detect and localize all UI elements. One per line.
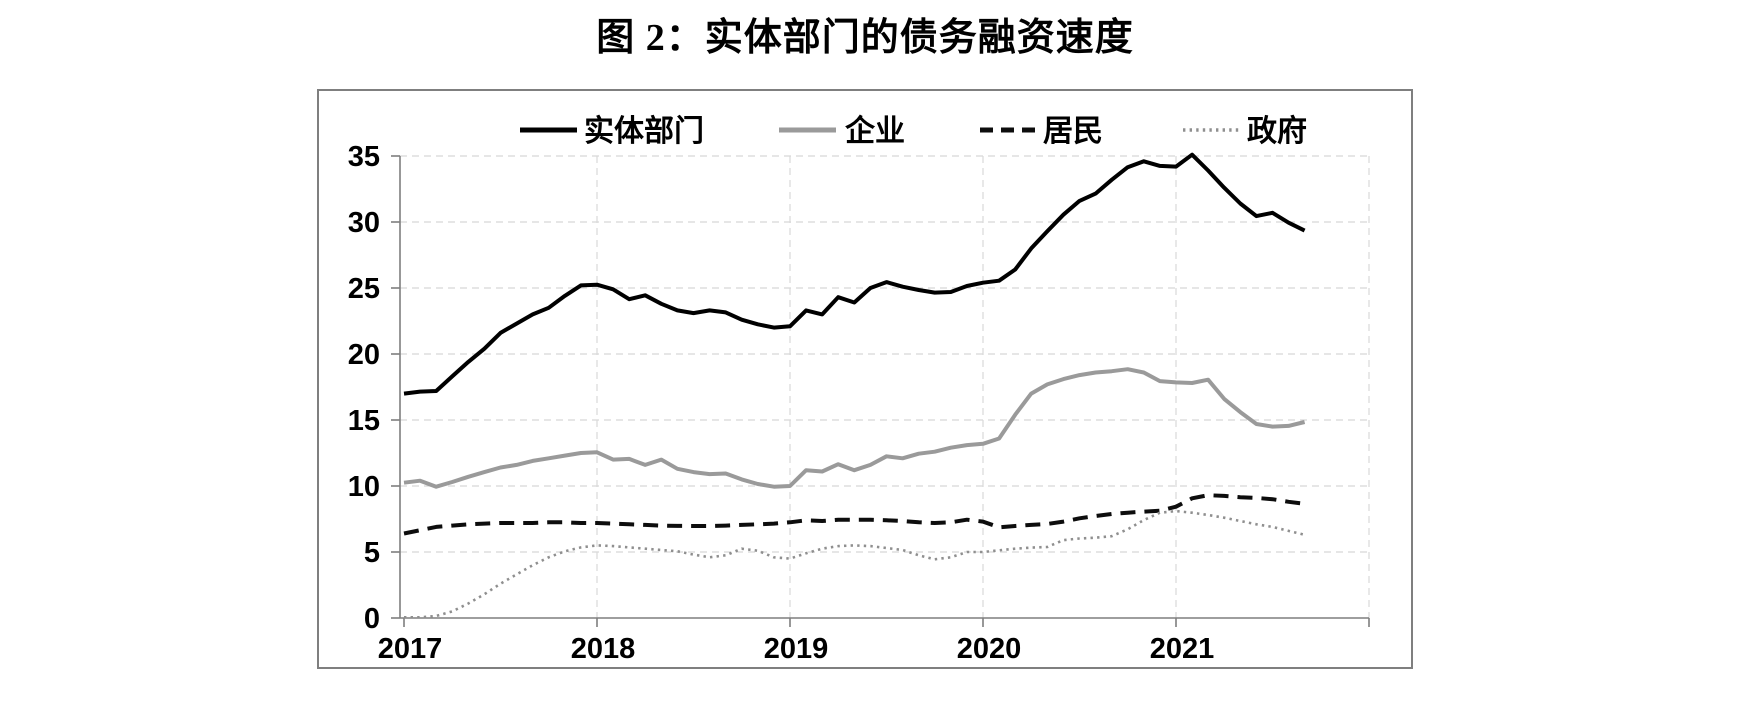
axes	[391, 155, 1370, 627]
x-tick-label-2018: 2018	[571, 633, 636, 665]
series-line-3-dotted	[404, 509, 1305, 619]
y-tick-label-30: 30	[348, 207, 380, 239]
series-line-1-solid	[403, 367, 1306, 489]
gridlines	[400, 155, 1370, 618]
y-tick-label-35: 35	[348, 141, 380, 173]
legend-label-3: 政府	[1247, 114, 1307, 148]
legend-item-0: 实体部门	[520, 114, 704, 148]
y-tick-label-10: 10	[348, 471, 380, 503]
legend: 实体部门 企业 居民 政府	[520, 114, 1307, 148]
x-tick-label-2019: 2019	[764, 633, 829, 665]
series-line-0-solid	[403, 152, 1306, 396]
axis-labels: 0 5 10 15 20 25 30 35 2017 2018 2019 2020 2021	[348, 141, 1215, 665]
x-tick-label-2020: 2020	[957, 633, 1022, 665]
chart-title: 图 2：实体部门的债务融资速度	[596, 17, 1134, 59]
x-tick-label-2017: 2017	[378, 633, 443, 665]
chart-frame	[317, 89, 1413, 669]
legend-label-1: 企业	[845, 114, 905, 148]
legend-item-1: 企业	[779, 114, 905, 148]
series-line-2-dashed	[403, 493, 1305, 536]
x-tick-label-2021: 2021	[1150, 633, 1215, 665]
legend-label-2: 居民	[1043, 115, 1103, 148]
y-tick-label-0: 0	[364, 603, 380, 635]
legend-label-0: 实体部门	[584, 114, 704, 148]
y-tick-label-25: 25	[348, 273, 380, 305]
y-tick-label-5: 5	[364, 537, 380, 569]
series-lines	[403, 152, 1306, 619]
y-tick-label-15: 15	[348, 405, 380, 437]
legend-item-3: 政府	[1183, 114, 1307, 148]
y-tick-label-20: 20	[348, 339, 380, 371]
legend-item-2: 居民	[980, 115, 1103, 148]
